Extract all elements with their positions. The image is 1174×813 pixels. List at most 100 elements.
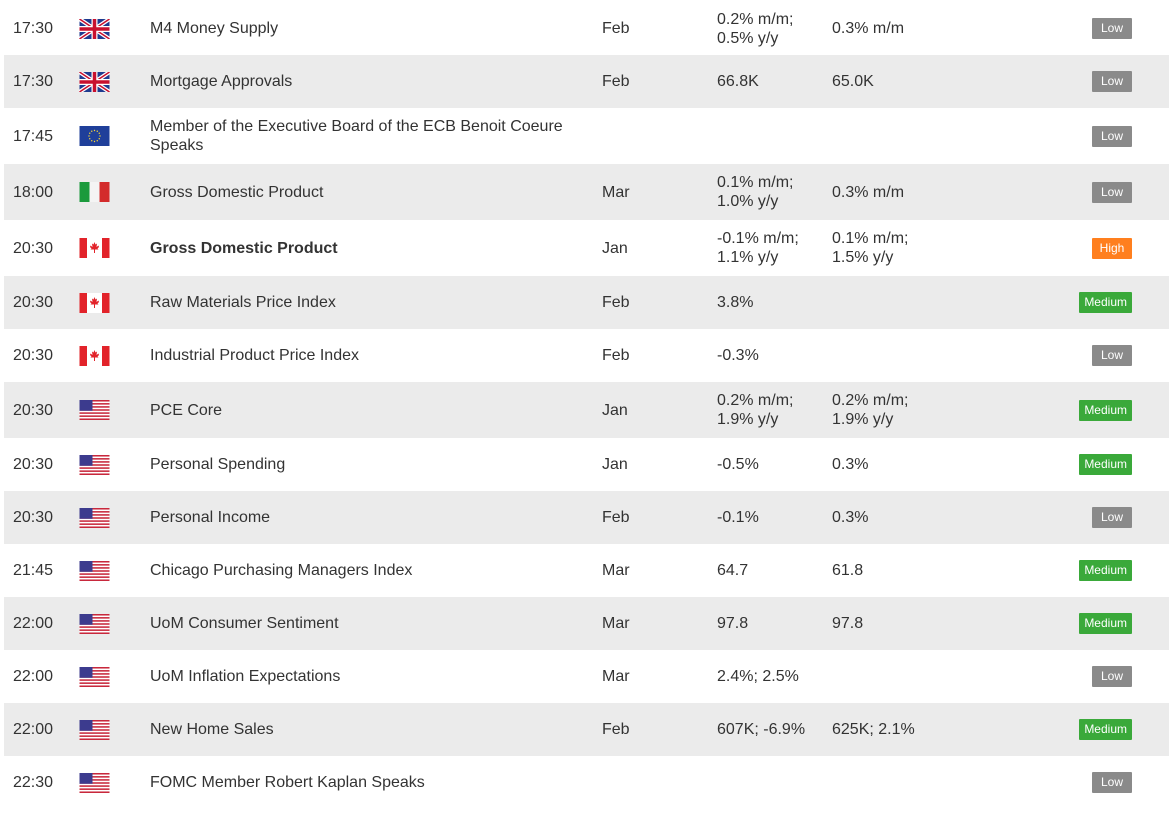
event-actual-value: 0.2% m/m; 0.5% y/y — [717, 10, 794, 47]
country-flag-cell — [79, 666, 150, 687]
event-actual-value: 64.7 — [717, 562, 749, 579]
country-flag-cell — [79, 18, 150, 39]
event-forecast-value: 0.3% — [832, 456, 869, 473]
table-row[interactable]: 20:30 Personal Spending Jan -0.5% 0.3% Medium — [4, 438, 1169, 491]
usa-flag-icon — [79, 560, 110, 581]
country-flag-cell — [79, 400, 150, 420]
event-period: Mar — [602, 562, 630, 579]
table-row[interactable]: 20:30 PCE Core Jan 0.2% m/m; 1.9% y/y 0.2% m/… — [4, 382, 1169, 438]
table-row[interactable]: 21:45 Chicago Purchasing Managers Index Ma… — [4, 544, 1169, 597]
event-actual-value: 2.4%; 2.5% — [717, 668, 799, 685]
canada-flag-icon — [79, 345, 110, 366]
importance-cell: Medium — [982, 399, 1169, 421]
event-forecast-value: 0.3% m/m — [832, 20, 905, 37]
event-forecast-value: 0.2% m/m; 1.9% y/y — [832, 392, 909, 428]
usa-flag-icon — [79, 613, 110, 634]
importance-badge: Medium — [1079, 613, 1132, 634]
event-name[interactable]: PCE Core — [150, 401, 223, 419]
importance-badge: Low — [1092, 125, 1132, 147]
event-time: 20:30 — [13, 347, 54, 364]
event-actual-value: 3.8% — [717, 294, 754, 311]
importance-cell: Low — [982, 125, 1169, 147]
table-row[interactable]: 20:30 Raw Materials Price Index Feb 3.8% Med… — [4, 276, 1169, 329]
importance-cell: Low — [982, 507, 1169, 528]
event-name[interactable]: Gross Domestic Product — [150, 239, 338, 257]
event-time: 17:45 — [13, 127, 54, 145]
event-name[interactable]: Member of the Executive Board of the ECB… — [150, 118, 563, 154]
table-row[interactable]: 20:30 Personal Income Feb -0.1% 0.3% Low — [4, 491, 1169, 544]
importance-badge: Low — [1092, 345, 1132, 366]
event-name[interactable]: UoM Inflation Expectations — [150, 668, 341, 685]
country-flag-cell — [79, 345, 150, 366]
table-row[interactable]: 18:00 Gross Domestic Product Mar 0.1% m/m; 1… — [4, 164, 1169, 220]
country-flag-cell — [79, 292, 150, 313]
event-time: 17:30 — [13, 20, 54, 37]
event-time: 20:30 — [13, 456, 54, 473]
country-flag-cell — [79, 560, 150, 581]
table-row[interactable]: 17:30 M4 Money Supply Feb 0.2% m/m; 0.5% y/y… — [4, 2, 1169, 55]
event-forecast-value: 65.0K — [832, 73, 874, 90]
event-time: 18:00 — [13, 183, 54, 201]
table-row[interactable]: 22:30 FOMC Member Robert Kaplan Speaks Low — [4, 756, 1169, 809]
event-name[interactable]: Chicago Purchasing Managers Index — [150, 562, 413, 579]
table-row[interactable]: 22:00 New Home Sales Feb 607K; -6.9% 625K; 2… — [4, 703, 1169, 756]
event-time: 22:30 — [13, 774, 54, 791]
importance-cell: Low — [982, 772, 1169, 793]
country-flag-cell — [79, 719, 150, 740]
country-flag-cell — [79, 182, 150, 202]
event-forecast-value: 625K; 2.1% — [832, 721, 915, 738]
event-period: Feb — [602, 509, 630, 526]
country-flag-cell — [79, 238, 150, 258]
importance-cell: Low — [982, 666, 1169, 687]
event-name[interactable]: New Home Sales — [150, 721, 274, 738]
event-time: 22:00 — [13, 721, 54, 738]
importance-badge: Medium — [1079, 454, 1132, 475]
importance-cell: Low — [982, 345, 1169, 366]
table-row[interactable]: 20:30 Gross Domestic Product Jan -0.1% m/m;… — [4, 220, 1169, 276]
italy-flag-icon — [79, 182, 110, 202]
event-name[interactable]: Personal Income — [150, 509, 271, 526]
event-actual-value: 66.8K — [717, 73, 759, 90]
table-row[interactable]: 22:00 UoM Inflation Expectations Mar 2.4%; … — [4, 650, 1169, 703]
eu-flag-icon — [79, 126, 110, 146]
event-name[interactable]: Raw Materials Price Index — [150, 294, 336, 311]
table-row[interactable]: 17:45 Member of the Executive Board of th… — [4, 108, 1169, 164]
economic-calendar-table: 17:30 M4 Money Supply Feb 0.2% m/m; 0.5% y/y… — [4, 2, 1169, 809]
event-forecast-value: 97.8 — [832, 615, 864, 632]
canada-flag-icon — [79, 238, 110, 258]
country-flag-cell — [79, 613, 150, 634]
event-name[interactable]: Gross Domestic Product — [150, 183, 324, 201]
event-forecast-value: 0.3% m/m — [832, 183, 905, 201]
country-flag-cell — [79, 126, 150, 146]
event-actual-value: 0.1% m/m; 1.0% y/y — [717, 174, 794, 210]
usa-flag-icon — [79, 772, 110, 793]
event-time: 20:30 — [13, 401, 54, 419]
table-row[interactable]: 20:30 Industrial Product Price Index Feb -0… — [4, 329, 1169, 382]
table-row[interactable]: 17:30 Mortgage Approvals Feb 66.8K 65.0K Low — [4, 55, 1169, 108]
importance-cell: Medium — [982, 454, 1169, 475]
event-time: 20:30 — [13, 239, 54, 257]
country-flag-cell — [79, 507, 150, 528]
usa-flag-icon — [79, 400, 110, 420]
table-row[interactable]: 22:00 UoM Consumer Sentiment Mar 97.8 97.8 Me… — [4, 597, 1169, 650]
uk-flag-icon — [79, 18, 110, 39]
event-name[interactable]: M4 Money Supply — [150, 20, 279, 37]
event-time: 21:45 — [13, 562, 54, 579]
event-name[interactable]: Personal Spending — [150, 456, 286, 473]
event-name[interactable]: FOMC Member Robert Kaplan Speaks — [150, 774, 425, 791]
event-actual-value: -0.3% — [717, 347, 759, 364]
event-period: Jan — [602, 456, 628, 473]
event-actual-value: 97.8 — [717, 615, 749, 632]
canada-flag-icon — [79, 292, 110, 313]
event-name[interactable]: UoM Consumer Sentiment — [150, 615, 339, 632]
importance-cell: Medium — [982, 719, 1169, 740]
event-actual-value: 0.2% m/m; 1.9% y/y — [717, 392, 794, 428]
event-name[interactable]: Industrial Product Price Index — [150, 347, 359, 364]
importance-badge: Medium — [1079, 399, 1132, 421]
event-period: Feb — [602, 294, 630, 311]
event-time: 22:00 — [13, 615, 54, 632]
event-name[interactable]: Mortgage Approvals — [150, 73, 293, 90]
importance-cell: Medium — [982, 292, 1169, 313]
country-flag-cell — [79, 71, 150, 92]
usa-flag-icon — [79, 507, 110, 528]
